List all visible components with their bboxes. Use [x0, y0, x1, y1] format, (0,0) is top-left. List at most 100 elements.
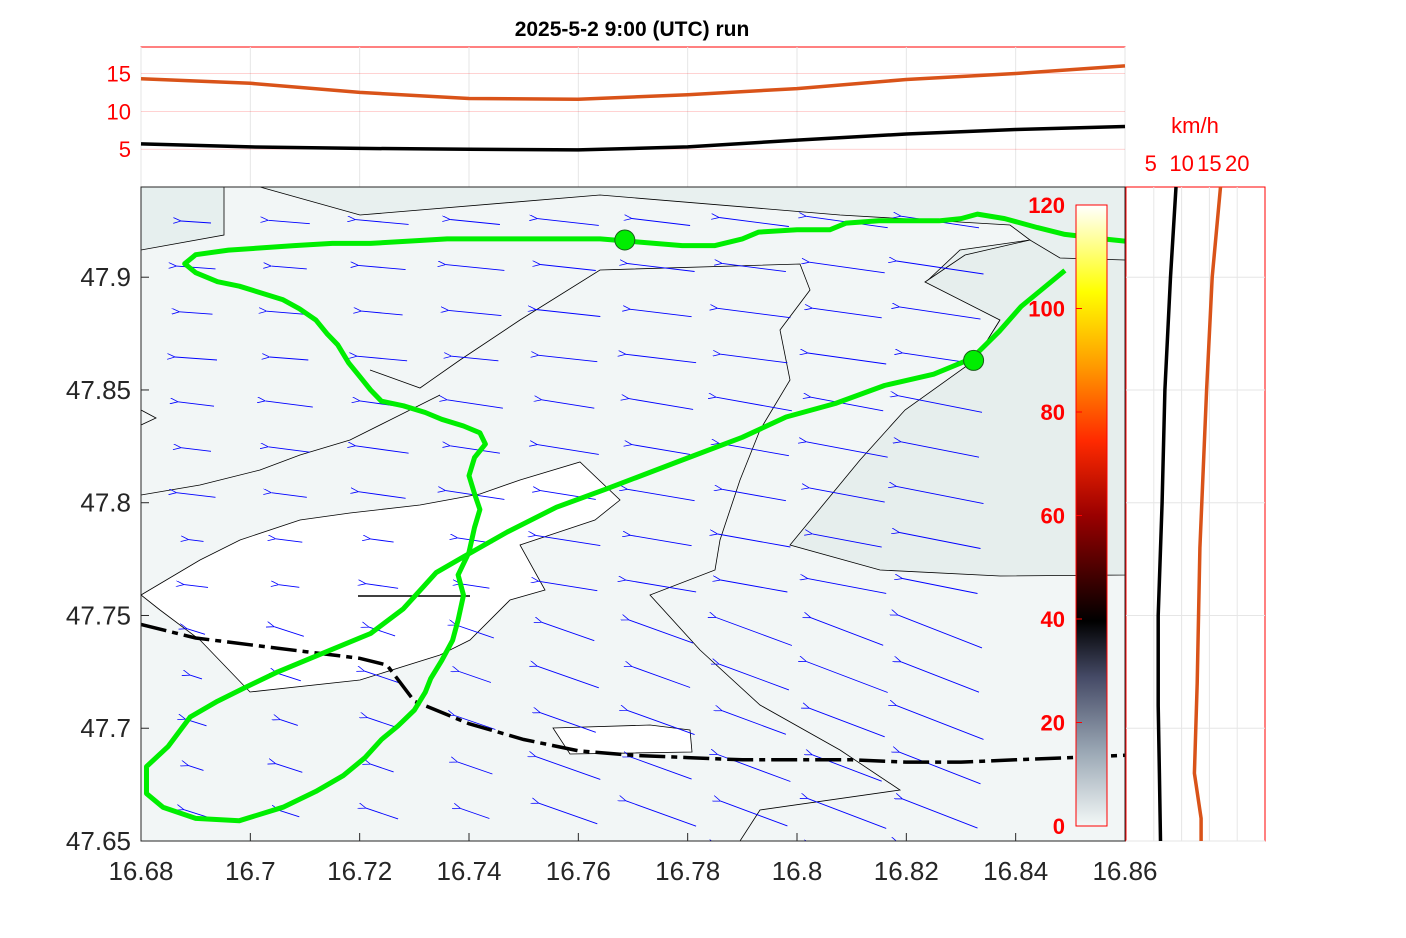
wind-arrow — [809, 262, 885, 274]
wind-arrow — [187, 629, 206, 635]
wind-arrow — [271, 493, 307, 498]
wind-arrow — [897, 706, 984, 740]
wind-arrow — [542, 622, 595, 642]
wind-arrow — [537, 666, 599, 689]
colorbar-tick-label: 100 — [1028, 297, 1065, 322]
top-y-tick-label: 5 — [119, 137, 131, 162]
wind-arrow — [719, 443, 789, 457]
wind-arrow — [900, 307, 981, 320]
wind-arrow — [455, 716, 496, 730]
colorbar-tick-label: 60 — [1041, 504, 1065, 529]
wind-arrow — [721, 580, 788, 593]
wind-arrow — [189, 766, 204, 771]
wind-arrow — [458, 762, 493, 775]
map-y-ticks: 47.65 47.7 47.75 47.8 47.85 47.9 — [66, 262, 149, 856]
wind-arrow — [812, 534, 882, 548]
wind-arrow — [189, 540, 204, 542]
side-series-line-0 — [1156, 186, 1178, 842]
wind-arrow — [268, 220, 310, 225]
wind-arrow — [808, 799, 887, 829]
wind-arrow — [540, 265, 596, 271]
side-x-tick-label: 10 — [1169, 151, 1193, 176]
contour-line-west — [141, 394, 441, 496]
side-panel-series — [1156, 186, 1223, 842]
wind-arrow — [627, 489, 695, 502]
top-panel-series — [140, 64, 1126, 152]
wind-arrow — [808, 353, 887, 365]
map-panel: 16.68 16.7 16.72 16.74 16.76 16.78 16.8 16.82 16… — [66, 186, 1158, 886]
wind-arrow — [632, 667, 691, 688]
wind-arrow — [358, 492, 406, 499]
wind-arrow — [539, 581, 598, 592]
top-panel-y-ticks: 5 10 15 — [107, 61, 131, 162]
wind-arrow — [806, 662, 888, 693]
wind-arrow — [279, 810, 300, 818]
wind-arrow — [446, 265, 505, 271]
map-x-tick-label: 16.8 — [772, 856, 823, 886]
wind-arrow — [447, 400, 503, 409]
wind-arrow — [539, 355, 598, 363]
waypoint-marker — [614, 229, 636, 251]
wind-arrow — [632, 445, 691, 455]
colorbar-ticks: 0 20 40 60 80 100 120 — [1028, 193, 1082, 839]
wind-arrow — [812, 308, 882, 319]
wind-arrow — [452, 356, 499, 362]
map-x-tick-label: 16.76 — [546, 856, 611, 886]
wind-arrow — [370, 539, 394, 543]
wind-arrow — [627, 710, 695, 736]
map-y-tick-label: 47.7 — [80, 713, 131, 743]
colorbar-tick-label: 0 — [1053, 814, 1065, 839]
colorbar-tick-label: 20 — [1041, 711, 1065, 736]
wind-arrow — [459, 672, 492, 683]
wind-arrow — [276, 539, 303, 543]
wind-arrow — [898, 396, 983, 413]
wind-arrow — [181, 448, 212, 452]
wind-arrow — [542, 400, 595, 409]
wind-arrow — [540, 713, 596, 733]
wind-arrow — [361, 311, 403, 316]
wind-arrow — [181, 221, 212, 223]
wind-arrow — [629, 399, 694, 410]
wind-arrow — [898, 615, 983, 649]
wind-arrow — [900, 533, 981, 549]
flight-route-track — [144, 236, 1067, 824]
wind-arrow — [456, 625, 495, 639]
wind-arrow — [632, 219, 691, 226]
wind-arrow — [180, 312, 213, 315]
wind-arrow — [900, 752, 981, 785]
top-timeseries-panel: 5 10 15 — [107, 46, 1126, 188]
wind-arrow — [722, 489, 786, 502]
wind-arrow — [719, 218, 789, 227]
wind-arrow — [901, 662, 980, 693]
wind-arrow — [265, 401, 313, 408]
side-unit-label: km/h — [1171, 113, 1219, 138]
side-profile-panel: km/h 5 10 15 20 — [1125, 113, 1266, 842]
side-series-line-1 — [1192, 186, 1223, 841]
wind-arrow — [811, 397, 884, 412]
side-x-tick-label: 20 — [1225, 151, 1249, 176]
wind-arrow — [274, 854, 304, 864]
wind-arrow — [626, 801, 697, 827]
map-y-tick-label: 47.8 — [80, 488, 131, 518]
wind-arrow — [175, 357, 218, 361]
map-x-tick-label: 16.86 — [1092, 856, 1157, 886]
wind-arrow — [721, 801, 788, 827]
wind-arrow — [177, 493, 216, 498]
wind-arrow — [537, 219, 599, 226]
wind-arrow — [716, 397, 792, 412]
wind-arrow — [184, 585, 209, 588]
wind-arrow — [355, 220, 409, 225]
flight-north-track — [627, 211, 1125, 249]
wind-arrow — [897, 486, 984, 505]
wind-arrow — [626, 354, 697, 364]
contour-region-nw — [141, 187, 225, 251]
map-x-tick-label: 16.68 — [108, 856, 173, 886]
contour-region-east — [789, 239, 1125, 577]
map-y-tick-label: 47.75 — [66, 600, 131, 630]
side-x-tick-label: 5 — [1145, 151, 1157, 176]
wind-arrow — [190, 675, 203, 680]
colorbar-tick-label: 120 — [1028, 193, 1065, 218]
side-x-tick-label: 15 — [1197, 151, 1221, 176]
wind-arrow — [270, 357, 309, 361]
map-x-tick-label: 16.78 — [655, 856, 720, 886]
